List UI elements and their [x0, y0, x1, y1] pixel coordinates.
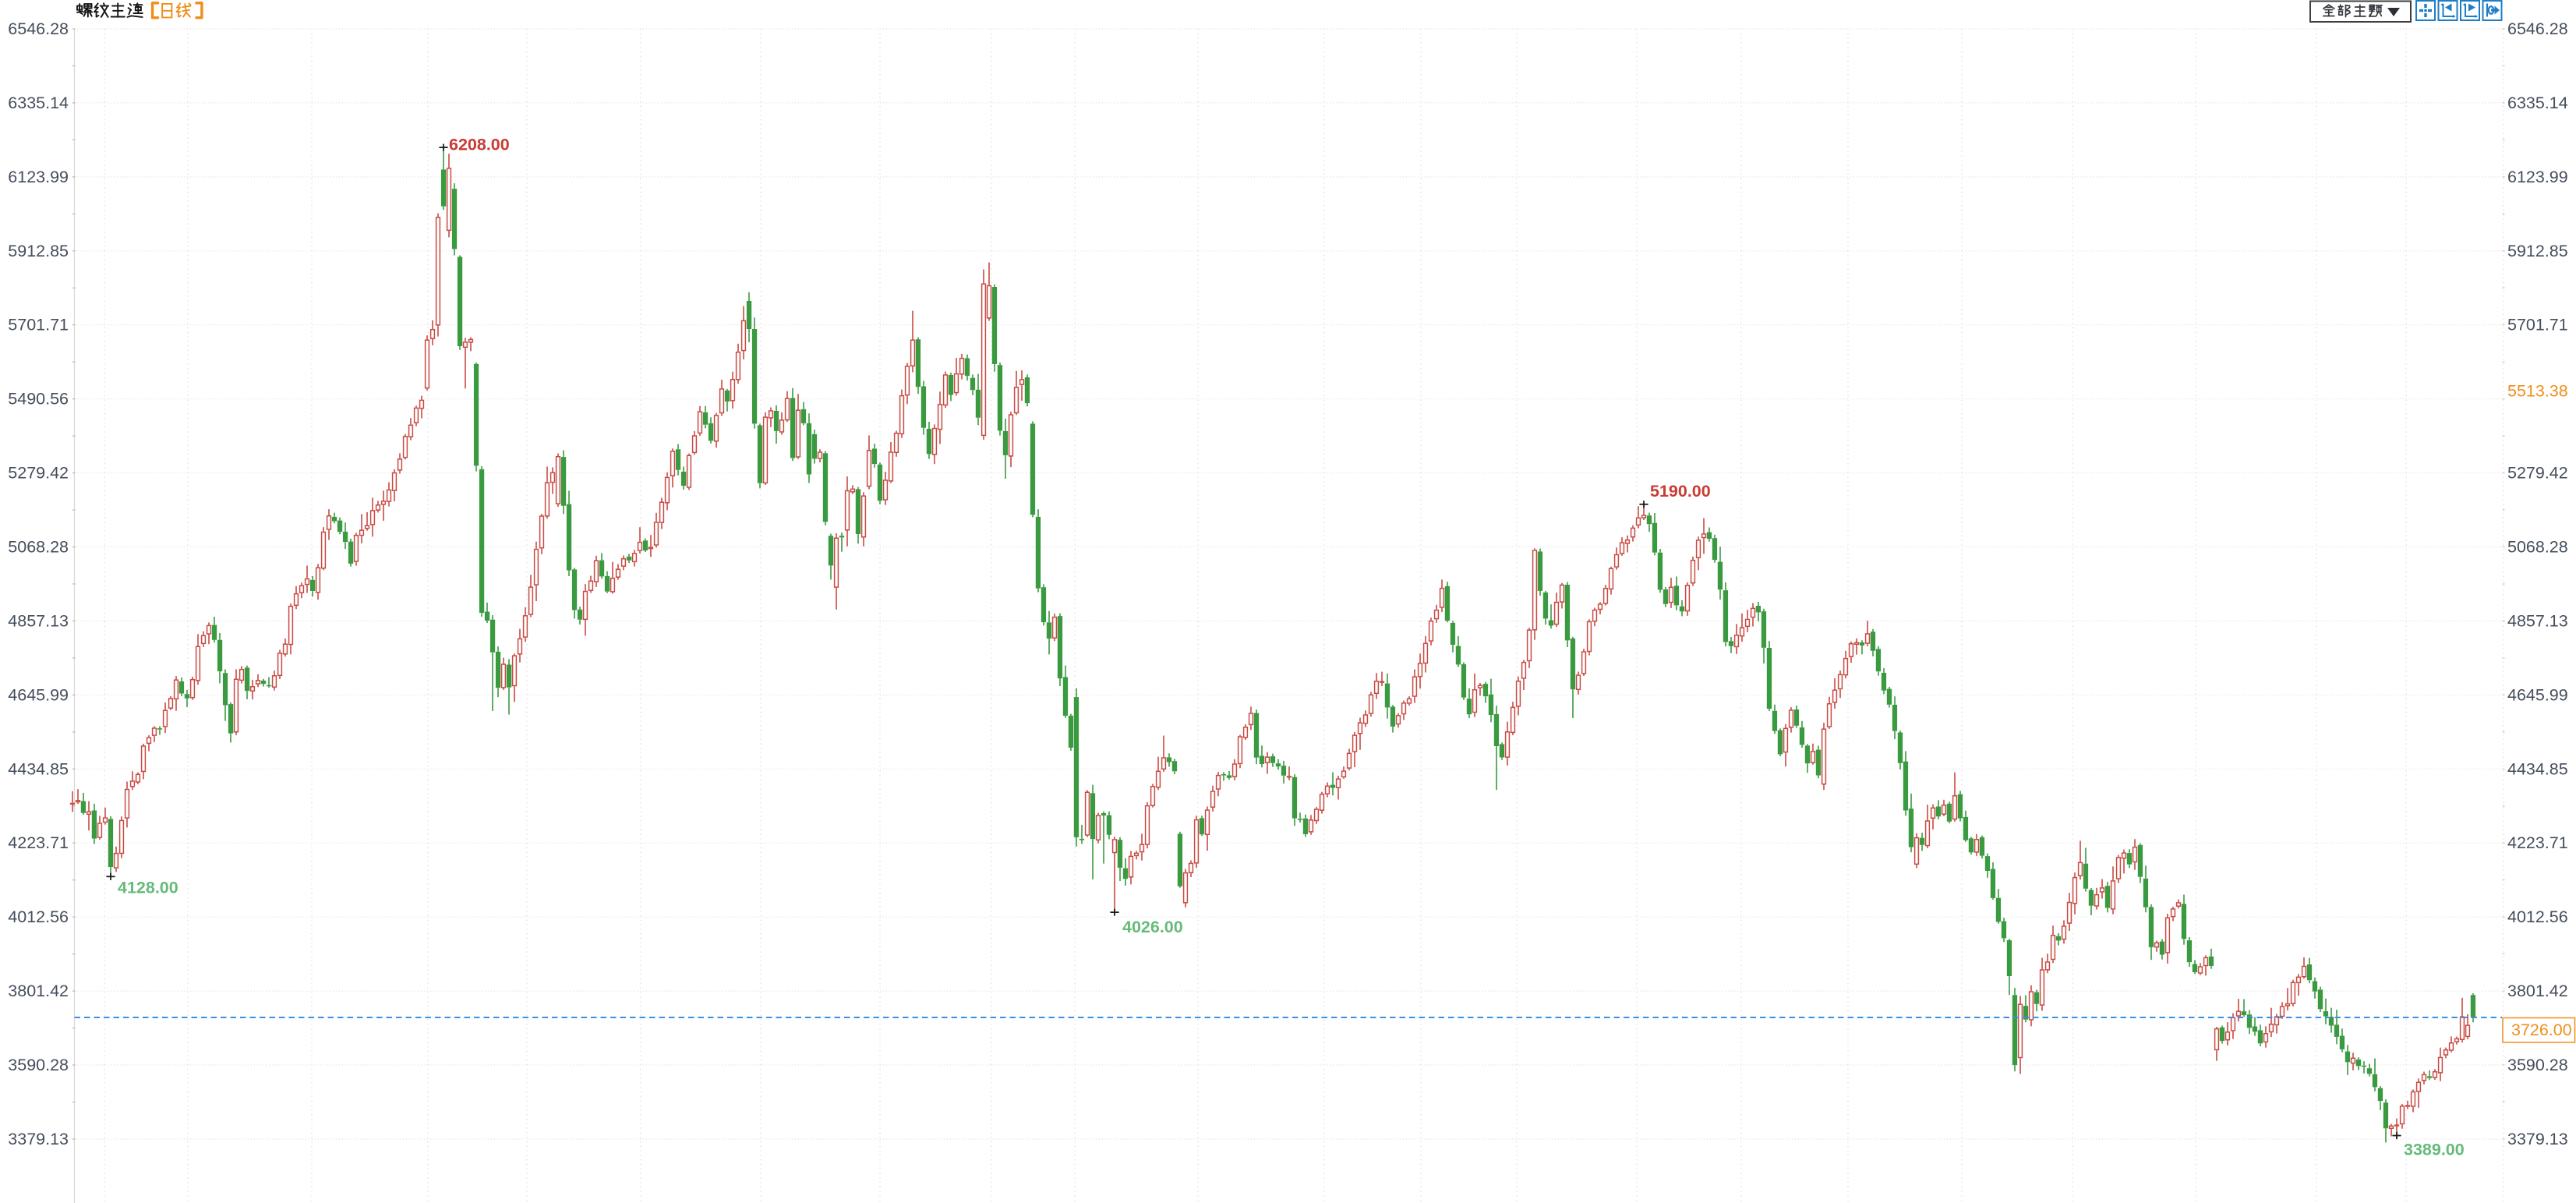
svg-text:4857.13: 4857.13 [8, 611, 69, 630]
svg-text:5701.71: 5701.71 [2507, 316, 2568, 334]
svg-text:3389.00: 3389.00 [2404, 1141, 2465, 1159]
svg-text:3379.13: 3379.13 [8, 1130, 69, 1148]
svg-text:5068.28: 5068.28 [2507, 538, 2568, 557]
svg-text:4128.00: 4128.00 [118, 878, 178, 897]
svg-text:6123.99: 6123.99 [8, 168, 69, 186]
svg-text:4223.71: 4223.71 [2507, 833, 2568, 852]
svg-text:4645.99: 4645.99 [2507, 685, 2568, 704]
svg-text:6208.00: 6208.00 [449, 136, 510, 154]
svg-text:4857.13: 4857.13 [2507, 611, 2568, 630]
svg-text:4012.56: 4012.56 [2507, 908, 2568, 926]
svg-text:3590.28: 3590.28 [2507, 1056, 2568, 1074]
svg-text:5279.42: 5279.42 [8, 464, 69, 483]
svg-text:6546.28: 6546.28 [8, 19, 69, 38]
svg-text:4012.56: 4012.56 [8, 908, 69, 926]
svg-text:3801.42: 3801.42 [2507, 982, 2568, 1000]
svg-text:4434.85: 4434.85 [8, 759, 69, 778]
svg-text:4026.00: 4026.00 [1122, 918, 1183, 936]
svg-text:4645.99: 4645.99 [8, 685, 69, 704]
svg-text:5912.85: 5912.85 [8, 242, 69, 260]
svg-text:5513.38: 5513.38 [2507, 381, 2568, 400]
svg-text:4223.71: 4223.71 [8, 833, 69, 852]
svg-text:3801.42: 3801.42 [8, 982, 69, 1000]
svg-text:5912.85: 5912.85 [2507, 242, 2568, 260]
svg-text:5490.56: 5490.56 [8, 390, 69, 409]
svg-text:5068.28: 5068.28 [8, 538, 69, 557]
svg-text:4434.85: 4434.85 [2507, 759, 2568, 778]
svg-text:3726.00: 3726.00 [2511, 1021, 2572, 1039]
svg-text:3590.28: 3590.28 [8, 1056, 69, 1074]
svg-text:6546.28: 6546.28 [2507, 19, 2568, 38]
svg-text:5190.00: 5190.00 [1650, 482, 1711, 501]
svg-text:5279.42: 5279.42 [2507, 464, 2568, 483]
svg-text:6123.99: 6123.99 [2507, 168, 2568, 186]
svg-text:6335.14: 6335.14 [2507, 94, 2568, 112]
svg-text:3379.13: 3379.13 [2507, 1130, 2568, 1148]
svg-text:5701.71: 5701.71 [8, 316, 69, 334]
svg-text:6335.14: 6335.14 [8, 94, 69, 112]
